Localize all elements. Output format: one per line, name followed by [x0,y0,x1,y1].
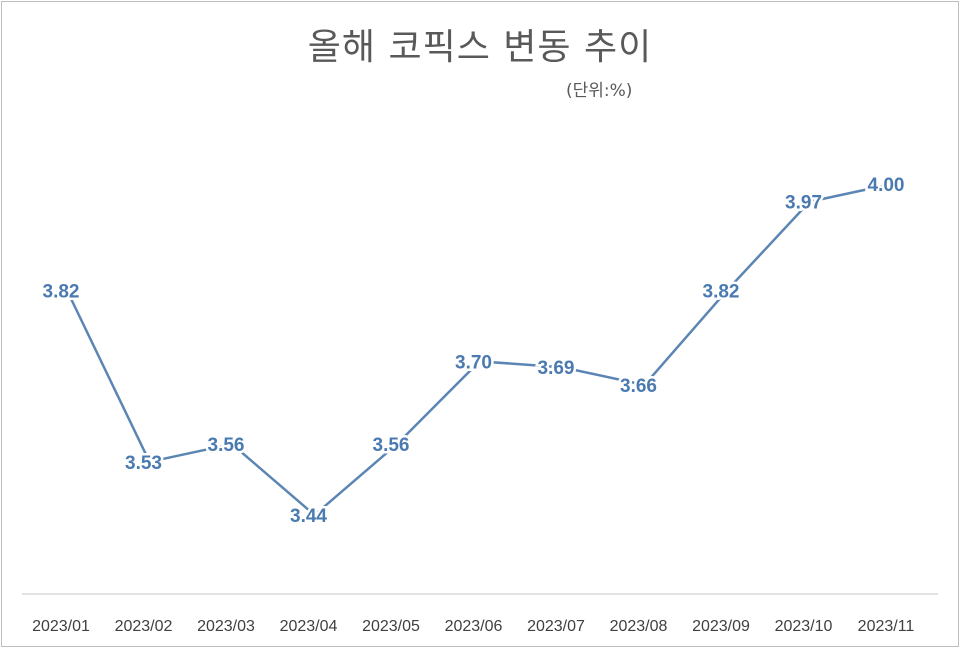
series-line-segment [230,442,316,517]
data-label-layer: 3.82 3.53 3.56 3.44 3.56 3.70 3.69 3.66 3.82 3.97… [40,173,907,530]
data-label: 4.00 [868,175,905,196]
x-tick-label: 2023/03 [197,618,255,635]
chart-title: 올해 코픽스 변동 추이 [307,27,653,68]
chart-unit-label: (단위:%) [566,81,633,101]
x-tick-label: 2023/07 [527,618,585,635]
series-line-segment [643,289,729,387]
x-tick-label: 2023/06 [445,618,503,635]
x-tick-label: 2023/04 [280,618,338,635]
x-tick-label: 2023/01 [32,618,90,635]
series-layer [65,182,894,517]
data-label: 3.69 [538,358,575,379]
x-tick-layer: 2023/01 2023/02 2023/03 2023/04 2023/05 2023/… [32,618,914,635]
data-label: 3.56 [373,435,410,456]
series-line-segment [313,442,399,517]
x-tick-label: 2023/09 [692,618,750,635]
data-label: 3.44 [290,506,327,527]
data-label: 3.53 [125,453,162,474]
x-tick-label: 2023/02 [115,618,173,635]
series-line-segment [808,182,894,203]
data-label: 3.97 [785,193,822,214]
series-line-segment [65,289,151,464]
x-tick-label: 2023/11 [858,618,915,635]
series-line-segment [560,365,646,387]
data-label: 3.66 [620,376,657,397]
data-label: 3.82 [703,281,740,302]
series-line-segment [725,200,811,292]
x-tick-label: 2023/08 [610,618,668,635]
series-line-segment [148,442,234,464]
series-line-segment [478,360,564,369]
x-tick-label: 2023/05 [362,618,420,635]
data-label: 3.56 [208,435,245,456]
data-label: 3.82 [43,281,80,302]
series-line-segment [395,360,481,446]
x-tick-label: 2023/10 [775,618,833,635]
data-label: 3.70 [455,352,492,373]
